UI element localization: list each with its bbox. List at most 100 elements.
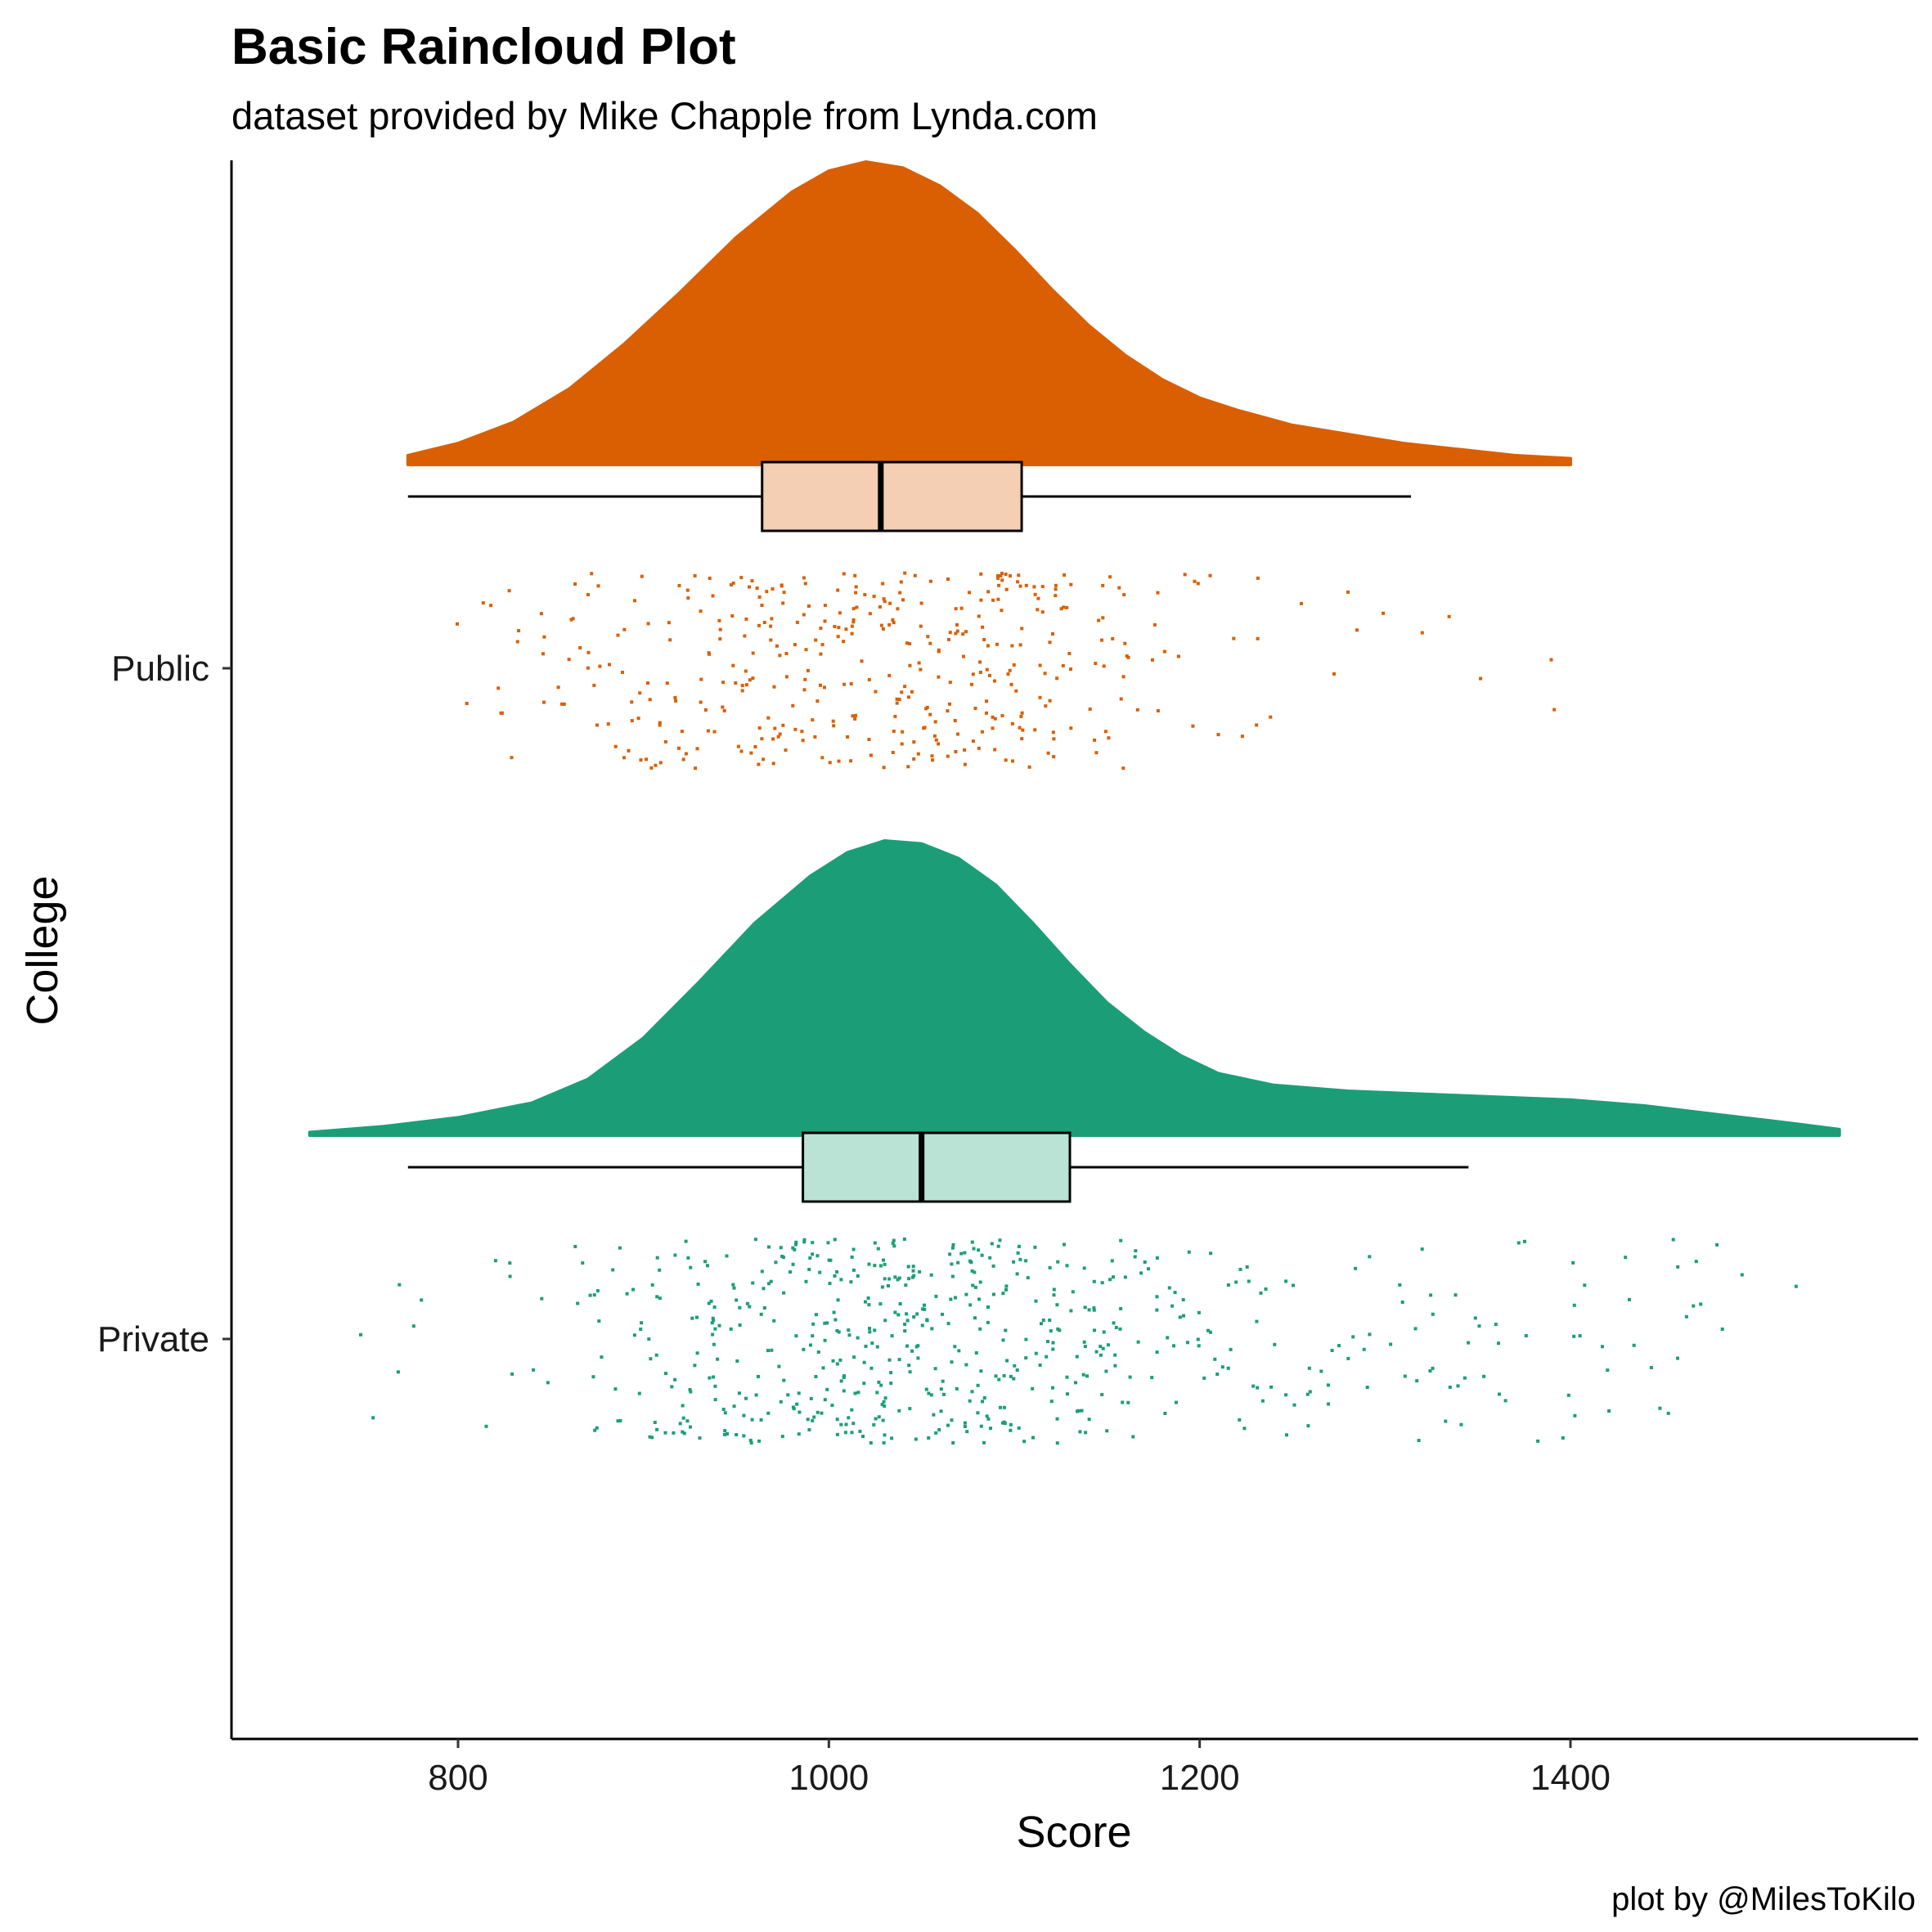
private-point xyxy=(1056,1260,1060,1264)
public-point xyxy=(814,638,818,642)
public-point xyxy=(803,677,807,681)
public-point xyxy=(820,643,824,647)
private-density-cloud xyxy=(308,839,1841,1137)
public-point xyxy=(881,627,885,631)
private-point xyxy=(1453,1293,1458,1297)
private-point xyxy=(1606,1368,1610,1373)
public-point xyxy=(977,746,981,750)
private-point xyxy=(1226,1283,1230,1287)
private-point xyxy=(991,1264,995,1268)
private-point xyxy=(1229,1347,1233,1351)
public-point xyxy=(844,627,848,631)
private-point xyxy=(769,1279,773,1283)
private-point xyxy=(1365,1386,1369,1390)
public-point xyxy=(751,676,755,681)
private-point xyxy=(1155,1350,1159,1355)
private-point xyxy=(867,1303,871,1307)
private-point xyxy=(1292,1283,1295,1287)
public-point xyxy=(1447,614,1451,618)
private-point xyxy=(877,1380,881,1384)
private-point xyxy=(723,1411,727,1415)
public-point xyxy=(901,730,905,734)
public-point xyxy=(1332,672,1336,676)
public-point xyxy=(781,723,785,727)
public-point xyxy=(1162,649,1166,654)
private-point xyxy=(844,1422,848,1427)
public-point xyxy=(630,700,634,704)
private-point xyxy=(832,1310,836,1314)
private-point xyxy=(911,1269,915,1273)
public-point xyxy=(854,591,858,595)
private-point xyxy=(721,1408,726,1411)
public-point xyxy=(985,711,988,715)
public-point xyxy=(1052,755,1056,759)
public-point xyxy=(722,708,726,712)
private-point xyxy=(789,1270,792,1274)
private-point xyxy=(927,1391,931,1395)
public-point xyxy=(517,629,521,633)
private-point xyxy=(398,1283,402,1287)
public-point xyxy=(908,663,912,667)
public-point xyxy=(567,658,571,662)
private-point xyxy=(897,1358,901,1362)
public-point xyxy=(850,624,854,628)
public-point xyxy=(892,730,896,733)
private-point xyxy=(1005,1359,1009,1363)
public-point xyxy=(996,577,1000,580)
public-point xyxy=(699,700,703,704)
private-point xyxy=(812,1415,816,1419)
public-point xyxy=(1052,737,1056,741)
private-point xyxy=(581,1261,585,1265)
public-point xyxy=(979,572,983,576)
private-point xyxy=(658,1268,662,1272)
public-point xyxy=(842,572,846,576)
public-point xyxy=(1152,622,1157,627)
public-point xyxy=(1119,697,1123,701)
private-point xyxy=(1031,1386,1035,1391)
public-point xyxy=(1256,636,1260,640)
private-point xyxy=(1031,1436,1035,1440)
private-point xyxy=(794,1242,798,1247)
public-point xyxy=(762,757,766,762)
private-point xyxy=(359,1332,362,1337)
private-point xyxy=(649,1357,653,1361)
public-point xyxy=(882,766,886,770)
private-point xyxy=(978,1280,982,1284)
public-point xyxy=(973,707,977,710)
public-point xyxy=(598,664,602,668)
private-point xyxy=(1051,1347,1055,1351)
public-point xyxy=(507,589,511,593)
public-point xyxy=(836,635,840,639)
private-point xyxy=(939,1387,943,1391)
public-point xyxy=(749,751,753,755)
public-density-cloud xyxy=(406,160,1572,466)
private-point xyxy=(611,1268,615,1272)
private-point xyxy=(883,1433,887,1437)
public-point xyxy=(1033,592,1037,596)
private-point xyxy=(595,1289,600,1293)
private-point xyxy=(930,1327,934,1331)
private-point xyxy=(1056,1327,1060,1331)
private-point xyxy=(882,1400,886,1404)
private-point xyxy=(1113,1353,1117,1357)
private-point xyxy=(994,1374,998,1378)
public-point xyxy=(510,756,514,760)
private-point xyxy=(1004,1287,1008,1292)
private-point xyxy=(809,1396,813,1400)
private-point xyxy=(689,1425,692,1429)
private-rain-points xyxy=(359,1238,1798,1445)
private-point xyxy=(878,1302,883,1306)
private-point xyxy=(890,1436,894,1440)
private-point xyxy=(924,1387,928,1391)
public-point xyxy=(1097,618,1101,622)
public-point xyxy=(686,596,690,600)
private-point xyxy=(1147,1267,1150,1271)
private-point xyxy=(1536,1439,1540,1443)
private-point xyxy=(706,1264,709,1268)
private-point xyxy=(1494,1323,1498,1327)
private-point xyxy=(1628,1297,1631,1301)
private-point xyxy=(1306,1424,1310,1428)
public-point xyxy=(1102,664,1106,668)
public-point xyxy=(1048,640,1052,645)
private-point xyxy=(1566,1393,1570,1397)
